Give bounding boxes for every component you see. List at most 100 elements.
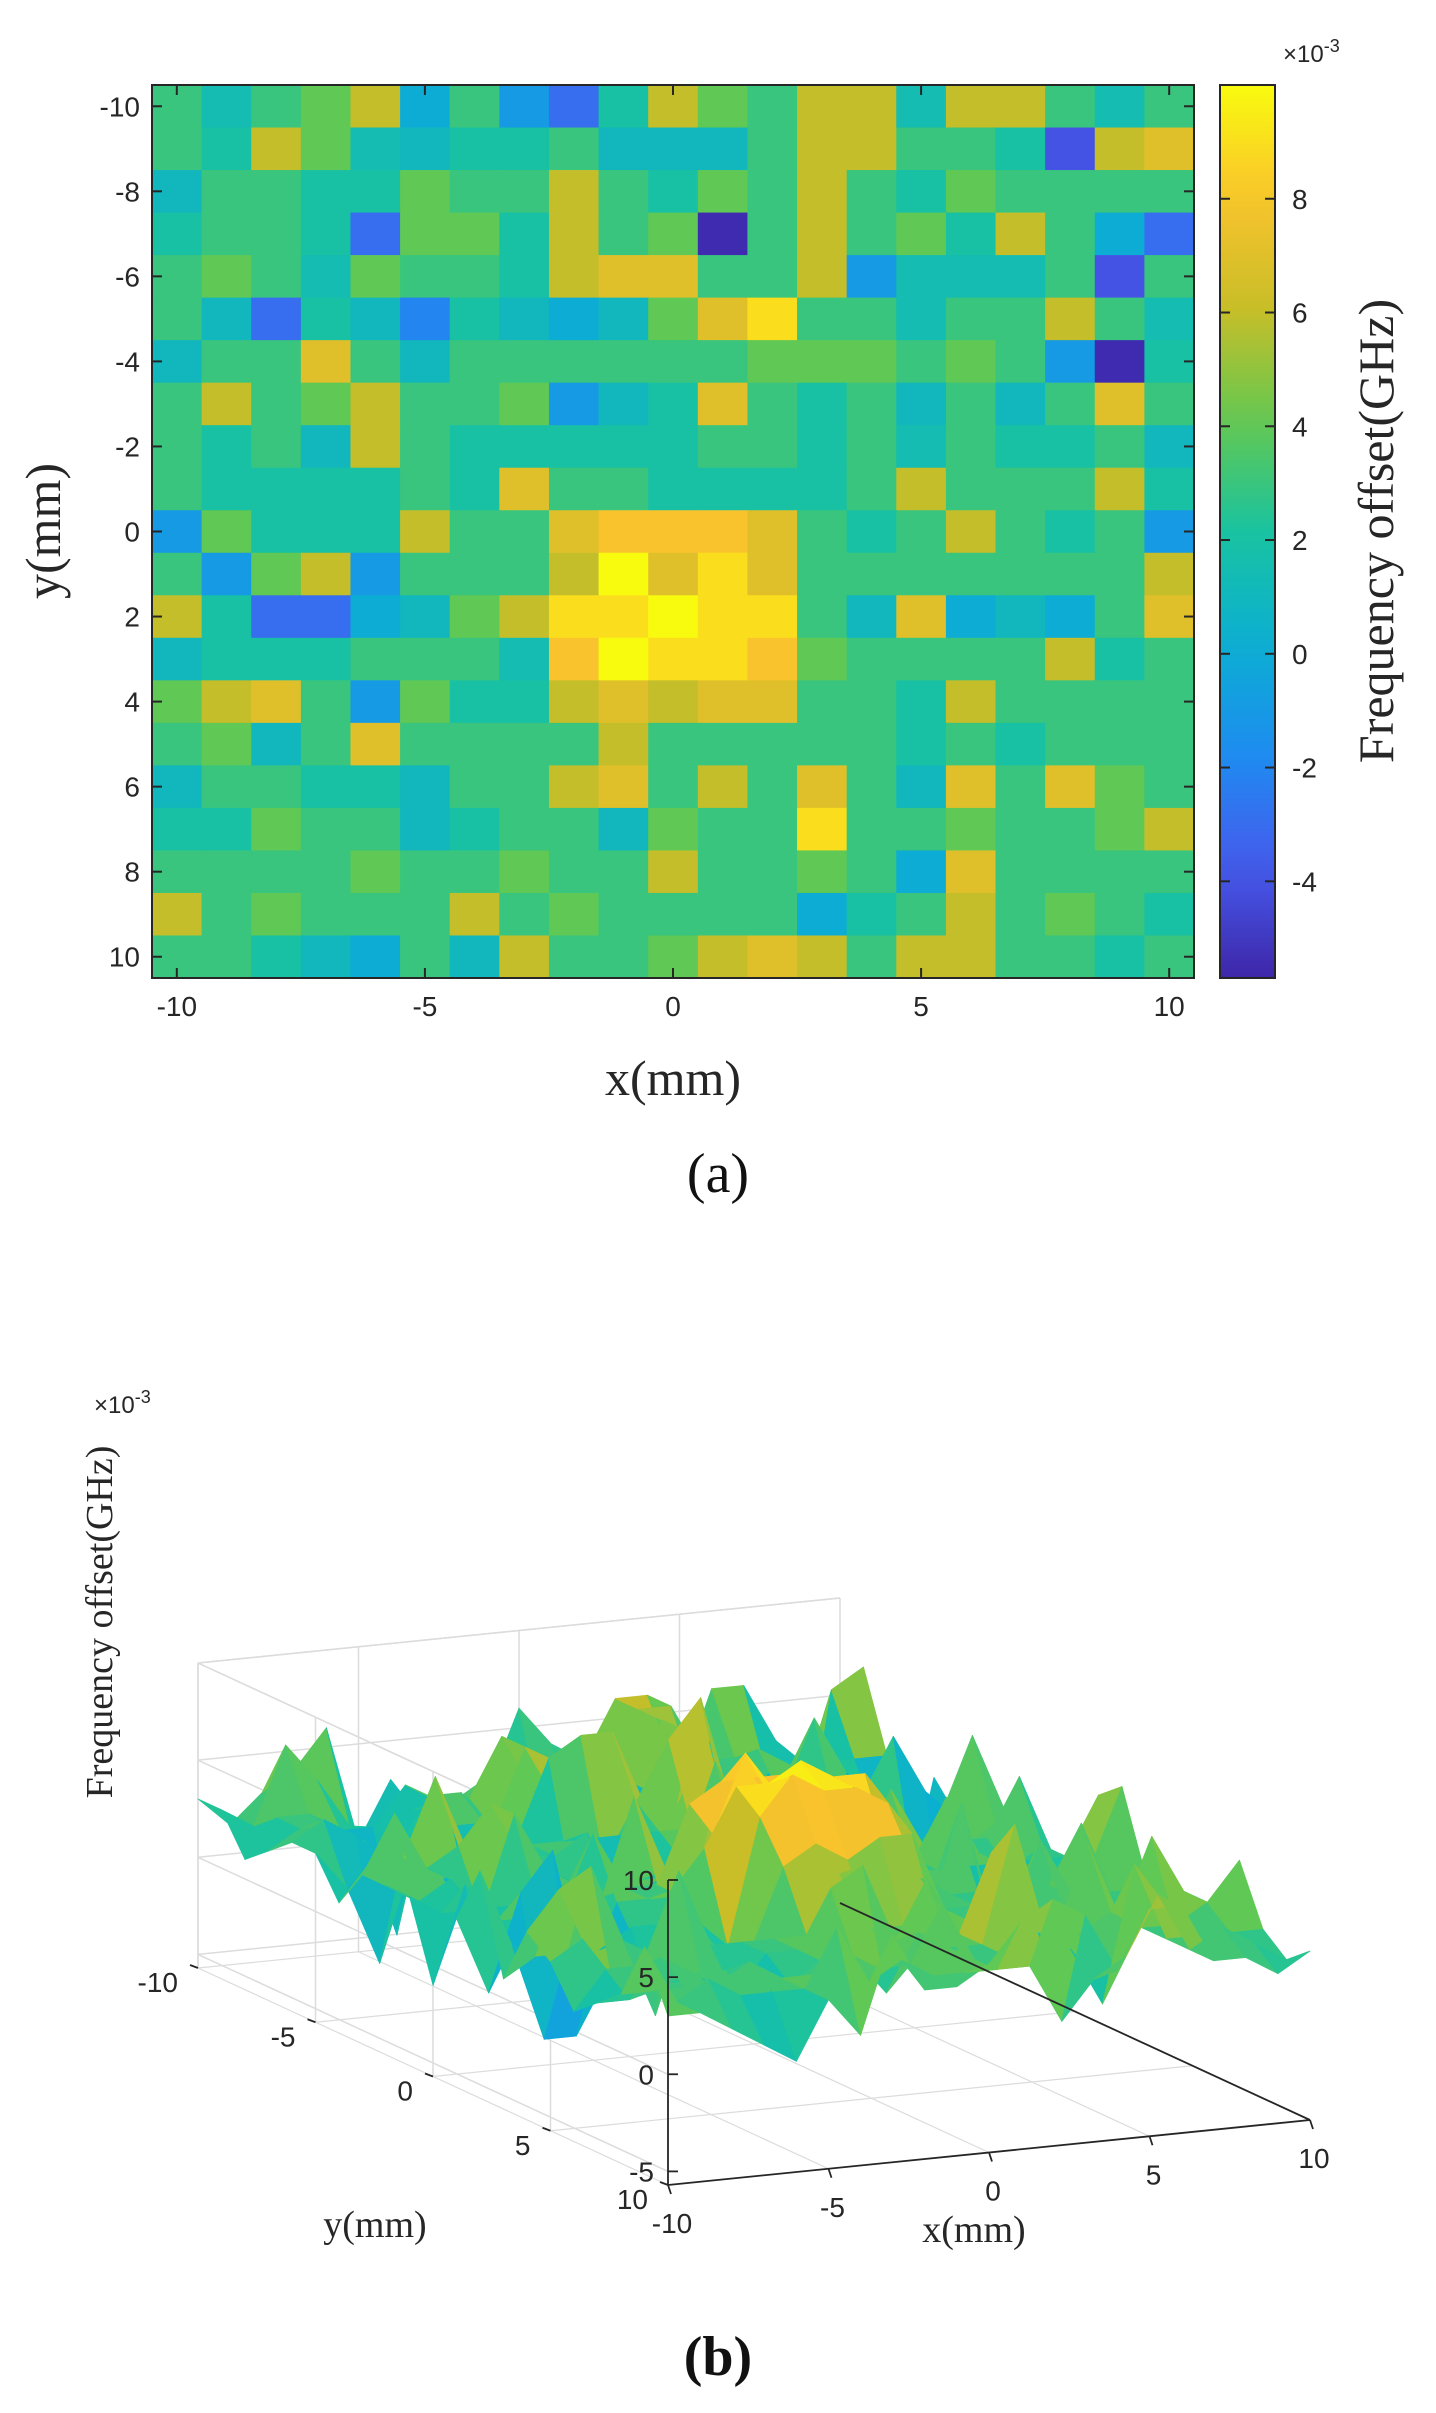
heatmap-cell <box>648 595 699 639</box>
heatmap-cell <box>400 892 451 937</box>
heatmap-cell <box>896 850 947 894</box>
heatmap-cell <box>797 850 848 894</box>
heatmap-cell <box>945 850 997 894</box>
heatmap-cell <box>300 680 352 724</box>
heatmap-cell <box>648 170 699 214</box>
heatmap-cell <box>300 382 352 426</box>
heatmap-cell <box>747 127 798 171</box>
heatmap-cell <box>449 85 500 129</box>
heatmap-cell <box>548 425 600 469</box>
z-tick-label: -5 <box>629 2156 654 2187</box>
heatmap-cell <box>300 170 352 214</box>
heatmap-cell <box>846 382 897 426</box>
heatmap-cell <box>449 680 500 724</box>
heatmap-cell <box>598 85 649 129</box>
heatmap-cell <box>995 127 1046 171</box>
heatmap-cell <box>499 85 550 129</box>
heatmap-cell <box>400 170 451 214</box>
heatmap-cell <box>846 807 897 852</box>
y-tick-mark <box>424 2072 434 2078</box>
heatmap-cell <box>896 127 947 171</box>
heatmap-cell <box>945 722 997 766</box>
heatmap-cell <box>995 467 1046 511</box>
heatmap-cell <box>449 892 500 937</box>
x-tick-label: -5 <box>820 2192 845 2223</box>
heatmap-cell <box>251 552 302 596</box>
heatmap-cell <box>548 255 600 299</box>
heatmap-cell <box>945 212 997 256</box>
heatmap-cell <box>251 382 302 426</box>
heatmap-cell <box>697 425 749 469</box>
heatmap-cell <box>201 680 252 724</box>
heatmap-cell <box>995 935 1046 979</box>
heatmap-cell <box>598 212 649 256</box>
y-tick-label: -4 <box>115 346 140 377</box>
heatmap-cell <box>747 255 798 299</box>
heatmap-cell <box>1045 595 1096 639</box>
heatmap-x-label: x(mm) <box>605 1050 741 1106</box>
heatmap-cell <box>152 552 203 596</box>
heatmap-cell <box>449 552 500 596</box>
heatmap-cell <box>300 935 352 979</box>
heatmap-cell <box>1045 297 1096 341</box>
heatmap-cell <box>648 425 699 469</box>
heatmap-cell <box>797 680 848 724</box>
heatmap-cell <box>747 85 798 129</box>
heatmap-cell <box>350 892 401 937</box>
heatmap-cell <box>1045 340 1096 384</box>
y-tick-label: -8 <box>115 176 140 207</box>
surface-x-label: x(mm) <box>922 2209 1025 2251</box>
heatmap-cell <box>548 935 600 979</box>
heatmap-cell <box>350 850 401 894</box>
heatmap-cell <box>350 170 401 214</box>
heatmap-cell <box>648 467 699 511</box>
heatmap-cell <box>400 297 451 341</box>
heatmap-cell <box>697 765 749 809</box>
heatmap-cell <box>945 765 997 809</box>
heatmap-cell <box>548 637 600 681</box>
heatmap-cell <box>896 425 947 469</box>
heatmap-cell <box>350 127 401 171</box>
heatmap-cell <box>548 212 600 256</box>
heatmap-cell <box>1045 212 1096 256</box>
heatmap-cell <box>995 765 1046 809</box>
heatmap-cell <box>697 382 749 426</box>
heatmap-cell <box>548 340 600 384</box>
colorbar-label: Frequency offset(GHz) <box>1348 299 1404 763</box>
heatmap-cell <box>747 850 798 894</box>
heatmap-cell <box>1045 765 1096 809</box>
heatmap-cell <box>300 595 352 639</box>
heatmap-cell <box>797 595 848 639</box>
heatmap-cell <box>797 127 848 171</box>
heatmap-cell <box>548 680 600 724</box>
heatmap-cell <box>201 382 252 426</box>
heatmap-cell <box>945 255 997 299</box>
heatmap-cell <box>548 382 600 426</box>
heatmap-cell <box>350 425 401 469</box>
x-tick-mark <box>1148 2135 1154 2146</box>
heatmap-cell <box>945 637 997 681</box>
heatmap-cell <box>499 935 550 979</box>
heatmap-cell <box>598 935 649 979</box>
heatmap-cell <box>747 382 798 426</box>
y-tick-mark <box>542 2126 551 2132</box>
heatmap-cell <box>648 340 699 384</box>
heatmap-cell <box>1045 255 1096 299</box>
heatmap-cell <box>548 807 600 852</box>
heatmap-cell <box>400 425 451 469</box>
heatmap-cell <box>648 850 699 894</box>
heatmap-cell <box>201 127 252 171</box>
heatmap-cell <box>995 680 1046 724</box>
heatmap-cell <box>251 467 302 511</box>
heatmap-cell <box>896 467 947 511</box>
heatmap-cell <box>1144 722 1195 766</box>
heatmap-cell <box>251 680 302 724</box>
heatmap-cell <box>846 425 897 469</box>
heatmap-cell <box>300 212 352 256</box>
heatmap-y-ticks: -10 -8 -6 -4 -2 0 2 4 6 8 10 <box>100 91 1194 973</box>
heatmap-cell <box>747 765 798 809</box>
heatmap-cell <box>300 127 352 171</box>
heatmap-cell <box>449 212 500 256</box>
x-tick-label: -10 <box>157 991 197 1022</box>
heatmap-cell <box>251 850 302 894</box>
